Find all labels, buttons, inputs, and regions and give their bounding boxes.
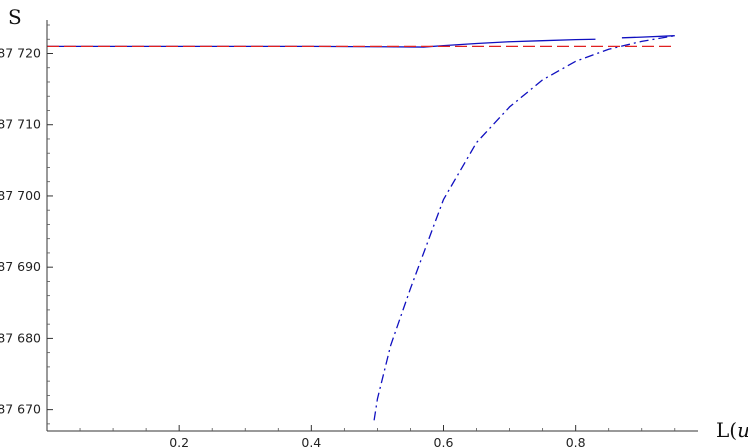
- series-1-line: [47, 38, 596, 48]
- x-tick-label: 0.4: [301, 435, 321, 448]
- x-tick-label: 0.8: [566, 435, 586, 448]
- x-axis-title-prefix: L(: [716, 418, 737, 442]
- y-axis-title: S: [8, 5, 22, 29]
- x-axis-title: L(u0): [716, 418, 748, 445]
- x-tick-label: 0.2: [169, 435, 189, 448]
- y-tick-label: 87 690: [0, 259, 41, 274]
- y-tick-label: 87 700: [0, 188, 41, 203]
- ticks: 0.2 0.4 0.6 0.8 87 670 87 680 87 690 87 700 87 7…: [0, 24, 676, 448]
- series-1: [47, 35, 675, 48]
- axes: [46, 20, 698, 432]
- y-tick-label: 87 670: [0, 402, 41, 417]
- y-tick-label: 87 720: [0, 45, 41, 60]
- x-tick-label: 0.6: [434, 435, 454, 448]
- x-axis-title-var: u: [737, 418, 748, 442]
- series-layer: [47, 35, 675, 421]
- series-1-line-segment: [621, 35, 675, 39]
- series-2: [373, 35, 675, 421]
- series-2-line: [373, 35, 675, 421]
- y-tick-label: 87 680: [0, 330, 41, 345]
- y-tick-label: 87 710: [0, 117, 41, 132]
